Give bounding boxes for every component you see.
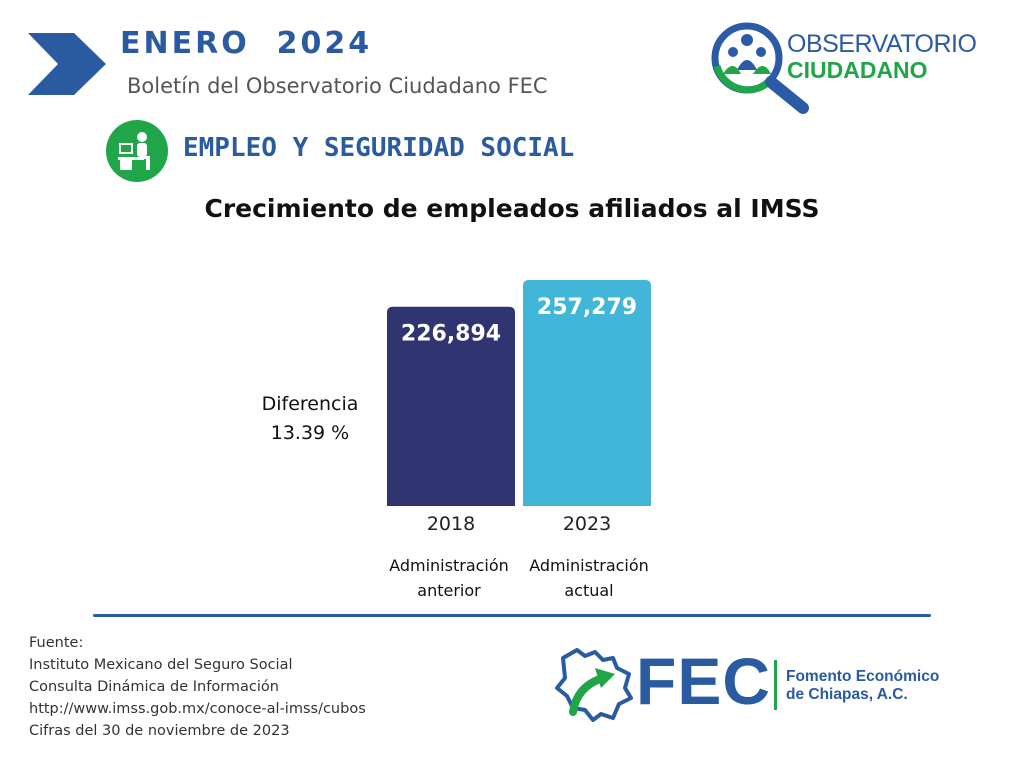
source-line: Instituto Mexicano del Seguro Social bbox=[29, 657, 293, 673]
magnifier-people-icon bbox=[711, 22, 809, 114]
difference-value: 13.39 % bbox=[270, 422, 350, 444]
bar-2023 bbox=[523, 280, 651, 506]
bulletin-subtitle: Boletín del Observatorio Ciudadano FEC bbox=[127, 74, 548, 98]
category-label: 2018 bbox=[427, 513, 475, 535]
category-note: Administración bbox=[529, 556, 649, 575]
chart-title: Crecimiento de empleados afiliados al IM… bbox=[204, 194, 820, 223]
bar-2018 bbox=[387, 306, 515, 506]
fec-name-line1: Fomento Económico bbox=[786, 668, 940, 685]
source-link[interactable]: http://www.imss.gob.mx/conoce-al-imss/cu… bbox=[29, 701, 366, 717]
fec-name-line2: de Chiapas, A.C. bbox=[786, 686, 908, 703]
category-note: Administración bbox=[389, 556, 509, 575]
source-line: Consulta Dinámica de Información bbox=[29, 679, 279, 695]
difference-label: Diferencia bbox=[261, 393, 359, 415]
category-note: anterior bbox=[417, 581, 481, 600]
source-line: Cifras del 30 de noviembre de 2023 bbox=[29, 723, 290, 739]
fec-acronym: FEC bbox=[636, 644, 771, 718]
bar-value-label: 257,279 bbox=[537, 295, 637, 320]
divider bbox=[93, 614, 931, 617]
bulletin-month: ENERO 2024 bbox=[120, 26, 373, 61]
difference-annotation: Diferencia 13.39 % bbox=[240, 390, 380, 448]
logo-text-observatorio: OBSERVATORIO bbox=[787, 30, 977, 58]
source-line: Fuente: bbox=[29, 635, 84, 651]
section-title: EMPLEO Y SEGURIDAD SOCIAL bbox=[183, 133, 575, 163]
category-label: 2023 bbox=[563, 513, 611, 535]
logo-text-ciudadano: CIUDADANO bbox=[787, 57, 928, 83]
chevron-right-icon bbox=[28, 33, 106, 95]
bar-value-label: 226,894 bbox=[401, 322, 501, 347]
source-block: Fuente: Instituto Mexicano del Seguro So… bbox=[29, 632, 366, 742]
office-worker-icon bbox=[106, 120, 168, 182]
fec-full-name: Fomento Económico de Chiapas, A.C. bbox=[786, 668, 939, 704]
logo-separator bbox=[774, 660, 777, 710]
chiapas-map-arrow-icon bbox=[555, 648, 633, 722]
category-note: actual bbox=[564, 581, 613, 600]
